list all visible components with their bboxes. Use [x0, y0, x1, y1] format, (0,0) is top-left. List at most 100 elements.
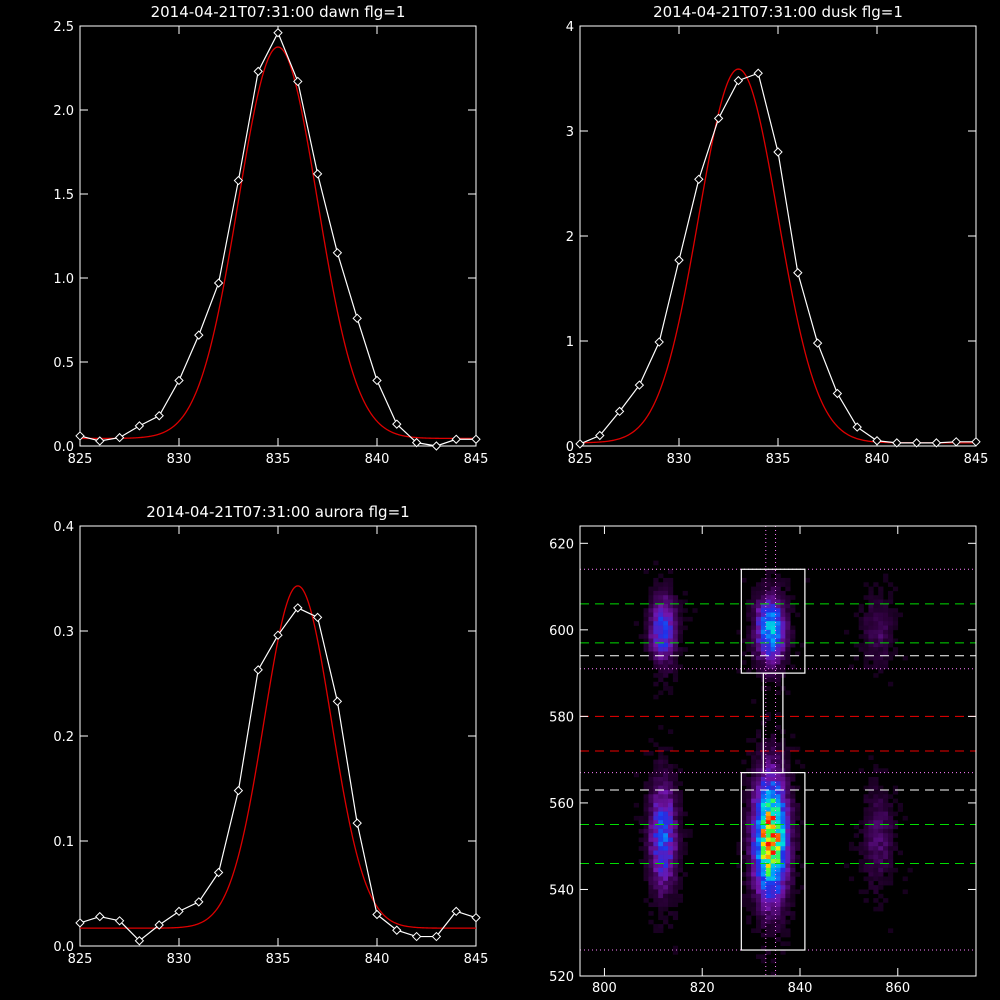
- heatmap-pixel: [888, 625, 894, 631]
- heatmap-pixel: [780, 924, 786, 929]
- heatmap-pixel: [633, 802, 639, 808]
- heatmap-pixel: [643, 898, 649, 903]
- heatmap-pixel: [785, 889, 791, 895]
- heatmap-pixel: [770, 603, 776, 609]
- heatmap-pixel: [756, 755, 762, 760]
- heatmap-pixel: [878, 893, 884, 899]
- heatmap-pixel: [756, 595, 762, 600]
- heatmap-pixel: [892, 820, 899, 825]
- heatmap-pixel: [780, 898, 786, 903]
- heatmap-pixel: [746, 841, 752, 847]
- heatmap-pixel: [795, 889, 801, 895]
- heatmap-pixel: [775, 681, 781, 687]
- heatmap-pixel: [663, 846, 669, 851]
- heatmap-pixel: [765, 686, 771, 691]
- heatmap-pixel: [677, 612, 683, 618]
- data-point-marker: [293, 76, 303, 87]
- heatmap-pixel: [873, 846, 879, 851]
- heatmap-pixel: [672, 608, 679, 613]
- heatmap-pixel: [878, 590, 884, 596]
- heatmap-pixel: [682, 846, 688, 851]
- heatmap-pixel: [892, 833, 899, 838]
- heatmap-pixel: [653, 586, 659, 592]
- heatmap-pixel: [770, 638, 776, 644]
- heatmap-pixel: [648, 603, 654, 609]
- heatmap-pixel: [751, 763, 757, 769]
- heatmap-pixel: [751, 776, 757, 782]
- heatmap-pixel: [770, 893, 776, 899]
- heatmap-pixel: [751, 655, 757, 661]
- heatmap-pixel: [736, 846, 742, 851]
- heatmap-pixel: [863, 655, 869, 661]
- heatmap-pixel: [746, 872, 752, 877]
- heatmap-pixel: [663, 915, 669, 921]
- heatmap-pixel: [775, 590, 781, 596]
- heatmap-pixel: [648, 841, 654, 847]
- heatmap-pixel: [648, 590, 654, 596]
- heatmap-pixel: [780, 789, 786, 795]
- heatmap-pixel: [868, 625, 874, 631]
- heatmap-pixel: [883, 647, 889, 652]
- heatmap-pixel: [780, 660, 786, 665]
- heatmap-pixel: [795, 746, 801, 752]
- heatmap-pixel: [770, 837, 776, 843]
- heatmap-pixel: [672, 612, 679, 618]
- data-point-marker: [253, 66, 263, 77]
- heatmap-pixel: [668, 655, 674, 661]
- heatmap-pixel: [868, 867, 874, 873]
- heatmap-pixel: [668, 595, 674, 600]
- heatmap-pixel: [658, 751, 664, 756]
- heatmap-pixel: [643, 859, 649, 864]
- heatmap-pixel: [746, 616, 752, 622]
- heatmap-pixel: [756, 634, 762, 639]
- heatmap-pixel: [765, 824, 771, 830]
- heatmap-pixel: [682, 608, 688, 613]
- heatmap-pixel: [765, 603, 771, 609]
- heatmap-pixel: [775, 880, 781, 886]
- heatmap-pixel: [848, 664, 855, 670]
- heatmap-pixel: [643, 625, 649, 631]
- heatmap-pixel: [775, 850, 781, 856]
- heatmap-pixel: [765, 911, 771, 916]
- heatmap-pixel: [653, 802, 659, 808]
- heatmap-pixel: [751, 590, 757, 596]
- data-point-marker: [352, 313, 362, 324]
- heatmap-pixel: [765, 906, 771, 912]
- heatmap-pixel: [648, 586, 654, 592]
- heatmap-pixel: [785, 751, 791, 756]
- heatmap-pixel: [653, 660, 659, 665]
- heatmap-pixel: [775, 612, 781, 618]
- heatmap-pixel: [658, 789, 664, 795]
- heatmap-pixel: [663, 673, 669, 678]
- heatmap-pixel: [770, 599, 776, 605]
- heatmap-pixel: [883, 603, 889, 609]
- heatmap-pixel: [756, 733, 762, 739]
- heatmap-pixel: [760, 647, 767, 652]
- heatmap-pixel: [892, 846, 899, 851]
- heatmap-pixel: [663, 889, 669, 895]
- heatmap-pixel: [863, 660, 869, 665]
- heatmap-pixel: [878, 846, 884, 851]
- heatmap-pixel: [672, 815, 679, 821]
- heatmap-pixel: [775, 629, 781, 635]
- heatmap-pixel: [760, 867, 767, 873]
- heatmap-pixel: [770, 647, 776, 652]
- heatmap-pixel: [741, 638, 747, 644]
- heatmap-pixel: [668, 647, 674, 652]
- heatmap-pixel: [775, 595, 781, 600]
- heatmap-pixel: [790, 854, 796, 860]
- heatmap-pixel: [648, 911, 654, 916]
- heatmap-pixel: [790, 889, 796, 895]
- heatmap-pixel: [785, 651, 791, 657]
- heatmap-pixel: [775, 690, 781, 696]
- heatmap-pixel: [760, 880, 767, 886]
- heatmap-pixel: [648, 828, 654, 834]
- y-tick-label: 2.0: [53, 104, 74, 119]
- heatmap-pixel: [672, 802, 679, 808]
- heatmap-pixel: [785, 781, 791, 786]
- heatmap-pixel: [780, 915, 786, 921]
- heatmap-pixel: [653, 603, 659, 609]
- heatmap-pixel: [756, 824, 762, 830]
- heatmap-pixel: [790, 733, 796, 739]
- heatmap-pixel: [658, 841, 664, 847]
